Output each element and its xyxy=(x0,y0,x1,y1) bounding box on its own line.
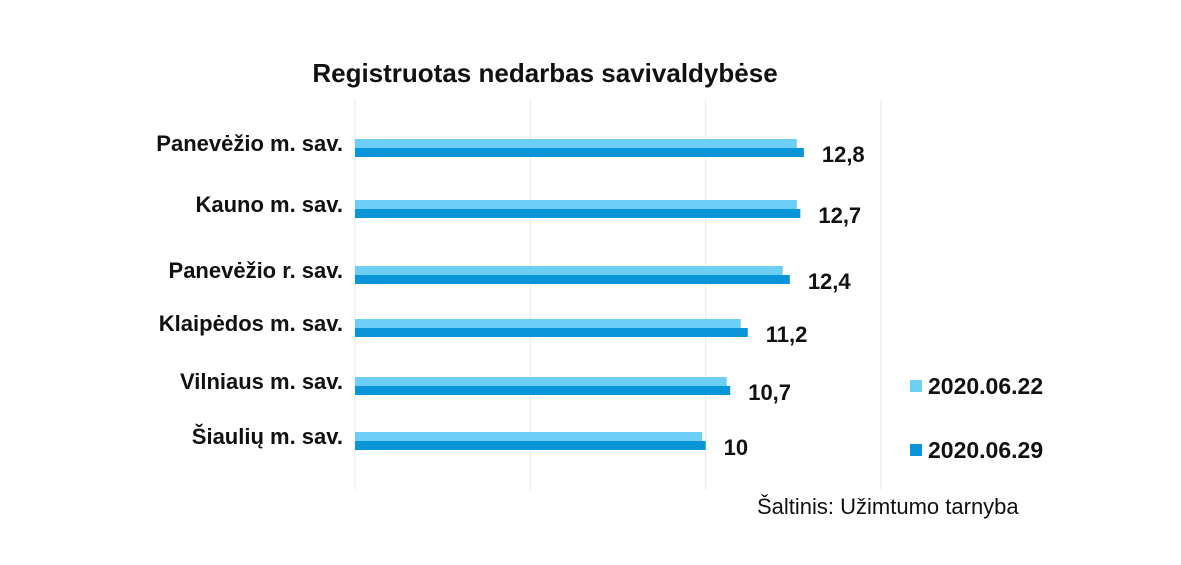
bar-2020-06-22 xyxy=(355,266,783,275)
data-label: 12,8 xyxy=(822,142,865,167)
legend-label: 2020.06.29 xyxy=(928,437,1044,463)
bar-2020-06-29 xyxy=(355,328,748,337)
category-label: Klaipėdos m. sav. xyxy=(159,311,343,336)
bar-2020-06-29 xyxy=(355,386,731,395)
chart-title: Registruotas nedarbas savivaldybėse xyxy=(312,58,778,88)
legend-swatch-light xyxy=(910,380,922,392)
category-label: Panevėžio r. sav. xyxy=(169,258,343,283)
legend-item-2020-06-29: 2020.06.29 xyxy=(910,437,1043,463)
data-label: 10 xyxy=(724,435,748,460)
bar-2020-06-22 xyxy=(355,432,703,441)
category-label: Panevėžio m. sav. xyxy=(156,131,343,156)
category-label: Vilniaus m. sav. xyxy=(180,369,343,394)
data-label: 10,7 xyxy=(748,380,791,405)
legend-item-2020-06-22: 2020.06.22 xyxy=(910,373,1043,399)
category-label: Šiaulių m. sav. xyxy=(192,424,343,449)
legend-label: 2020.06.22 xyxy=(928,373,1044,399)
bar-2020-06-22 xyxy=(355,377,727,386)
legend-swatch-dark xyxy=(910,444,922,456)
data-label: 12,7 xyxy=(818,203,861,228)
data-label: 12,4 xyxy=(808,269,852,294)
bar-2020-06-29 xyxy=(355,275,790,284)
bar-2020-06-22 xyxy=(355,200,797,209)
bar-2020-06-29 xyxy=(355,148,804,157)
category-label: Kauno m. sav. xyxy=(195,192,343,217)
bar-2020-06-29 xyxy=(355,441,706,450)
bar-2020-06-29 xyxy=(355,209,801,218)
bar-2020-06-22 xyxy=(355,319,741,328)
source-note: Šaltinis: Užimtumo tarnyba xyxy=(757,494,1019,519)
data-label: 11,2 xyxy=(766,322,808,347)
bar-2020-06-22 xyxy=(355,139,797,148)
